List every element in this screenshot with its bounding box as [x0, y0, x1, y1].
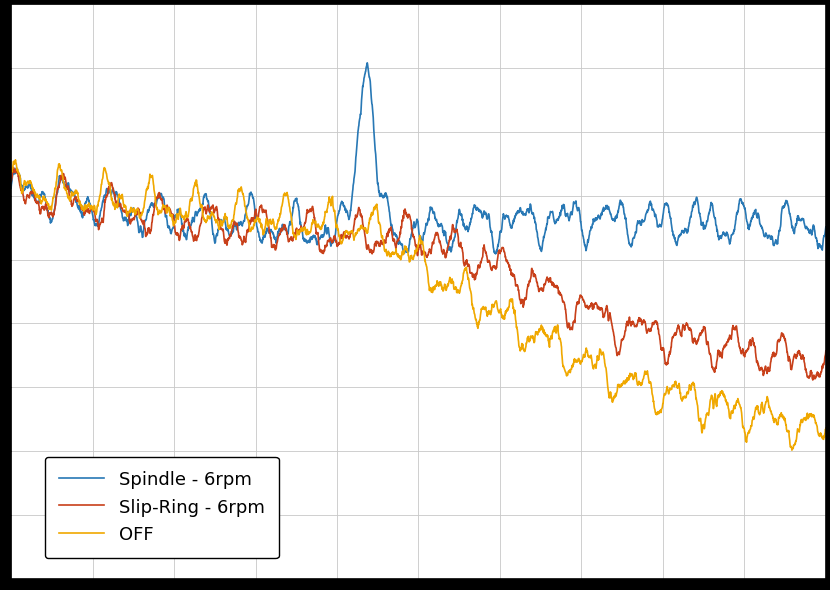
Spindle - 6rpm [6, 185, 16, 192]
Slip-Ring - 6rpm [808, 376, 818, 384]
Spindle - 6rpm [99, 194, 109, 201]
OFF [319, 219, 329, 226]
Spindle - 6rpm [718, 231, 728, 238]
OFF [6, 168, 16, 175]
Spindle - 6rpm [354, 122, 364, 129]
OFF [787, 447, 797, 454]
Slip-Ring - 6rpm [821, 348, 830, 355]
OFF [821, 424, 830, 431]
OFF [354, 227, 364, 234]
OFF [11, 156, 21, 163]
Spindle - 6rpm [805, 226, 815, 233]
Spindle - 6rpm [398, 250, 408, 257]
Line: OFF: OFF [11, 160, 826, 450]
Slip-Ring - 6rpm [805, 372, 815, 379]
OFF [148, 173, 158, 181]
Spindle - 6rpm [362, 59, 372, 66]
Spindle - 6rpm [148, 201, 158, 208]
Line: Slip-Ring - 6rpm: Slip-Ring - 6rpm [11, 168, 826, 380]
Line: Spindle - 6rpm: Spindle - 6rpm [11, 63, 826, 254]
Slip-Ring - 6rpm [6, 178, 16, 185]
Legend: Spindle - 6rpm, Slip-Ring - 6rpm, OFF: Spindle - 6rpm, Slip-Ring - 6rpm, OFF [45, 457, 279, 558]
Slip-Ring - 6rpm [354, 206, 364, 214]
OFF [717, 390, 727, 397]
Slip-Ring - 6rpm [8, 164, 18, 171]
Spindle - 6rpm [821, 224, 830, 231]
Slip-Ring - 6rpm [100, 206, 110, 213]
Slip-Ring - 6rpm [319, 248, 329, 255]
OFF [100, 164, 110, 171]
OFF [805, 412, 815, 419]
Slip-Ring - 6rpm [148, 213, 158, 220]
Slip-Ring - 6rpm [717, 350, 727, 358]
Spindle - 6rpm [319, 232, 329, 240]
